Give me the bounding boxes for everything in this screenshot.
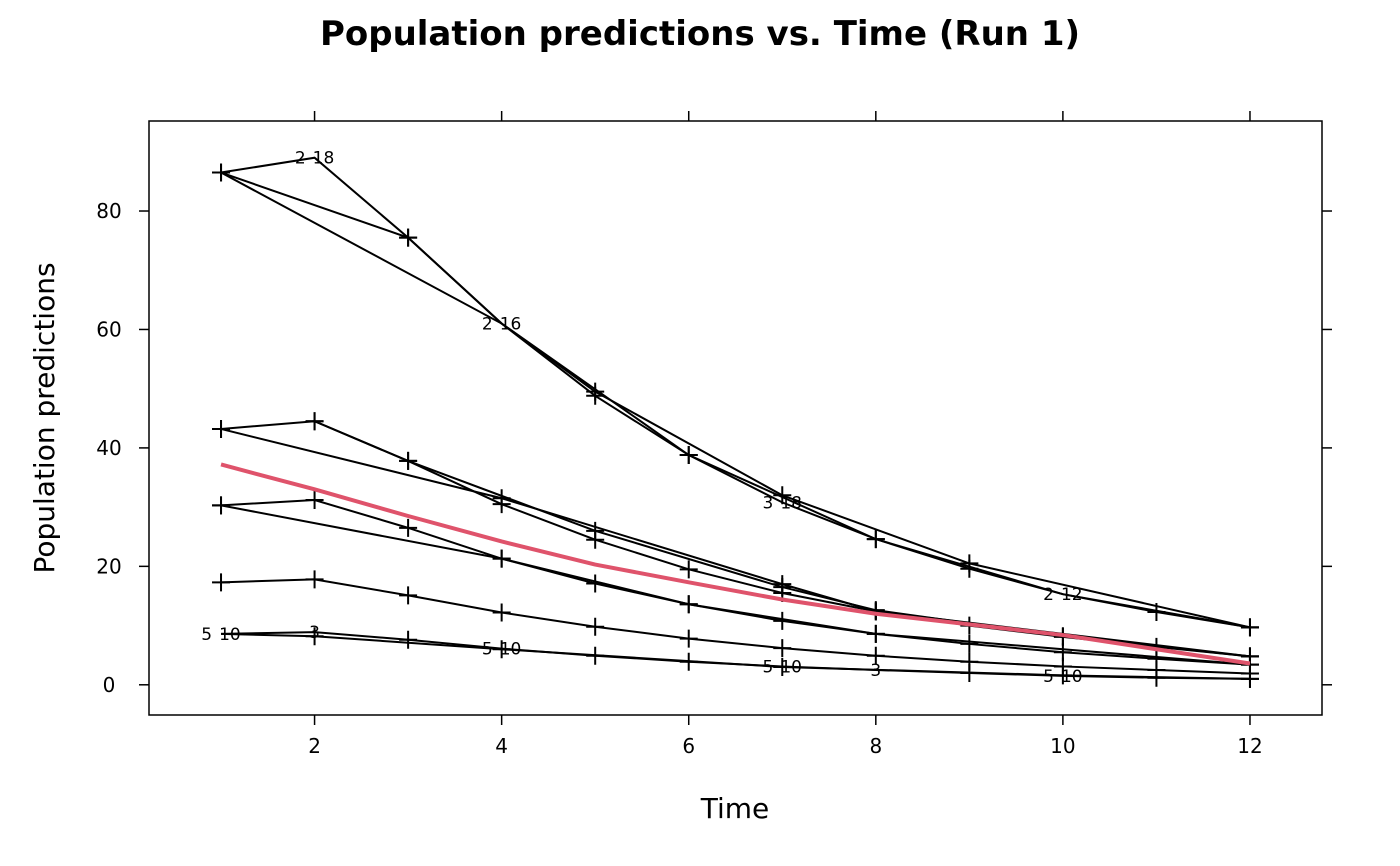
point-label: 5	[763, 657, 774, 677]
x-tick-label: 2	[308, 734, 321, 758]
series-line-1	[220, 171, 1251, 629]
point-marker	[960, 554, 979, 573]
chart-title: Population predictions vs. Time (Run 1)	[320, 14, 1080, 54]
point-label: 10	[219, 625, 241, 645]
point-marker	[773, 578, 792, 597]
point-label: 2	[295, 149, 306, 169]
series-line-2	[220, 171, 1251, 629]
point-marker	[1053, 666, 1072, 685]
y-tick-label: 60	[96, 317, 121, 341]
point-marker	[305, 412, 324, 431]
point-marker	[679, 560, 698, 579]
series-line-3	[220, 420, 1251, 658]
y-tick-label: 0	[103, 673, 116, 697]
point-marker	[866, 601, 885, 620]
point-label: 5	[201, 625, 212, 645]
point-marker	[305, 570, 324, 589]
series-line-4	[220, 427, 1251, 658]
point-marker	[960, 663, 979, 682]
point-marker	[399, 228, 418, 247]
smooth-line	[220, 462, 1251, 666]
series-line-0	[220, 156, 1251, 629]
point-label: 2	[1043, 585, 1054, 605]
series-line-8	[220, 578, 1251, 675]
point-marker	[212, 419, 231, 438]
point-marker	[212, 496, 231, 515]
point-label: 18	[780, 493, 802, 513]
point-label: 10	[500, 640, 522, 660]
y-tick-label: 20	[96, 554, 121, 578]
point-marker	[212, 163, 231, 182]
point-marker	[586, 382, 605, 401]
x-axis-label: Time	[700, 792, 770, 825]
point-marker	[492, 549, 511, 568]
point-label: 3	[309, 623, 320, 643]
point-label: 10	[780, 657, 802, 677]
point-marker	[586, 521, 605, 540]
point-marker	[679, 446, 698, 465]
x-tick-label: 12	[1237, 734, 1262, 758]
point-marker	[1240, 618, 1259, 637]
y-tick-label: 80	[96, 199, 121, 223]
point-marker	[679, 652, 698, 671]
point-marker	[492, 489, 511, 508]
point-marker	[866, 646, 885, 665]
point-marker	[586, 617, 605, 636]
point-marker	[866, 624, 885, 643]
point-label: 16	[500, 315, 522, 335]
point-marker	[212, 573, 231, 592]
point-marker	[399, 630, 418, 649]
point-marker	[773, 658, 792, 677]
point-label: 18	[313, 149, 335, 169]
point-marker	[305, 491, 324, 510]
x-tick-label: 6	[682, 734, 695, 758]
x-tick-label: 4	[495, 734, 508, 758]
point-marker	[492, 640, 511, 659]
y-axis-label: Population predictions	[28, 262, 61, 573]
point-marker	[305, 627, 324, 646]
point-marker	[492, 603, 511, 622]
point-marker	[586, 646, 605, 665]
point-marker	[399, 451, 418, 470]
point-marker	[679, 595, 698, 614]
plot-frame	[148, 120, 1323, 716]
point-marker	[773, 486, 792, 505]
point-marker	[399, 586, 418, 605]
x-tick-label: 10	[1050, 734, 1075, 758]
point-marker	[1147, 668, 1166, 687]
x-tick-label: 8	[869, 734, 882, 758]
point-label: 5	[482, 640, 493, 660]
point-label: 2	[482, 315, 493, 335]
series-line-10	[221, 632, 1250, 680]
point-label: 10	[1061, 667, 1083, 687]
point-marker	[1240, 669, 1259, 688]
point-marker	[399, 518, 418, 537]
point-marker	[586, 574, 605, 593]
point-label: 3	[763, 493, 774, 513]
point-label: 5	[1043, 667, 1054, 687]
point-marker	[773, 611, 792, 630]
point-label: 3	[870, 661, 881, 681]
point-marker	[679, 629, 698, 648]
point-marker	[866, 530, 885, 549]
point-marker	[960, 634, 979, 653]
point-marker	[1147, 602, 1166, 621]
point-label: 12	[1061, 585, 1083, 605]
point-marker	[773, 639, 792, 658]
y-tick-label: 40	[96, 436, 121, 460]
